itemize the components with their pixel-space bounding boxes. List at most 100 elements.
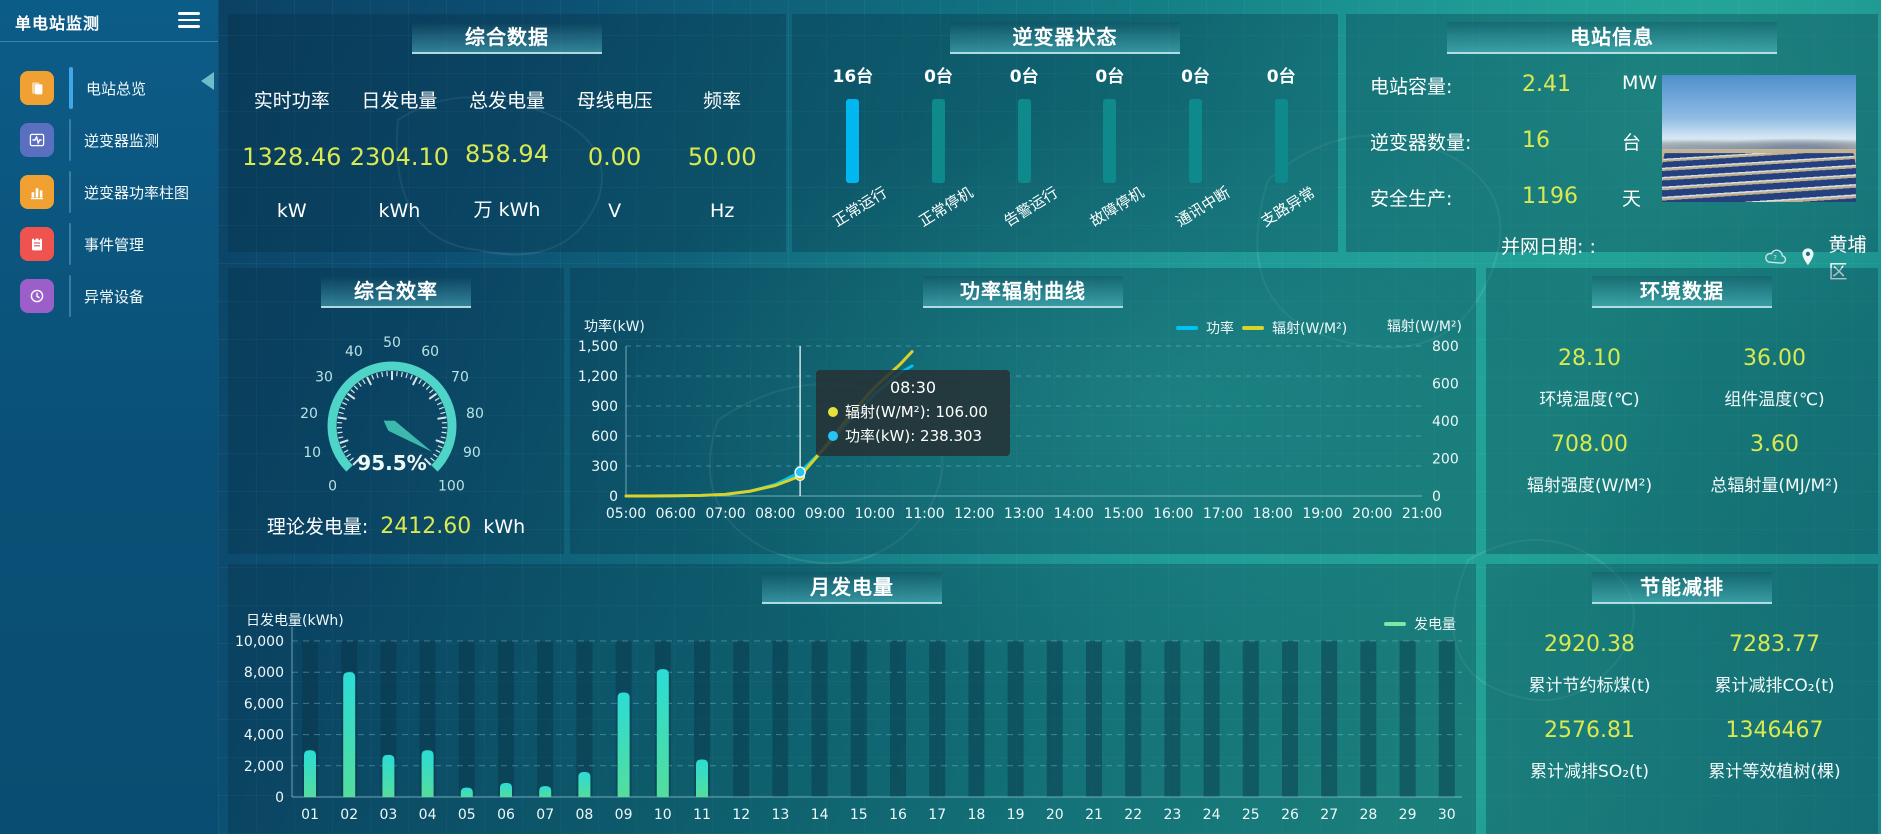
inverter-status-bar	[932, 99, 945, 183]
tooltip-power-text: 功率(kW): 238.303	[845, 427, 983, 445]
right-axis-label: 辐射(W/M²)	[1386, 319, 1462, 335]
menu-item-indicator	[69, 171, 71, 213]
monthly-generation-bar-chart[interactable]: 10,000 8,000 6,000 4,000 2,000 0 01 02 03 04 05 06 0…	[228, 564, 1476, 834]
sidebar-item-label: 电站总览	[86, 79, 147, 98]
svg-text:21: 21	[1085, 807, 1103, 823]
svg-text:07: 07	[536, 807, 554, 823]
collapse-panel-arrow-icon[interactable]	[201, 72, 214, 90]
sidebar-item-label: 异常设备	[84, 287, 145, 306]
inverter-status-bars[interactable]: 16台 正常运行 0台 正常停机 0台 告警运行 0台 故障停机 0台 通讯中断 0台 支路异常	[810, 62, 1324, 252]
svg-text:22: 22	[1124, 807, 1142, 823]
inverter-status-bar	[1017, 99, 1031, 183]
panel-power-radiation: 功率辐射曲线 功率(kW) 辐射(W/M²) 功率 辐射(W/M²) 1,500 1…	[570, 268, 1476, 554]
inverter-status-col[interactable]: 0台 支路异常	[1238, 62, 1324, 252]
panel-title-power-radiation: 功率辐射曲线	[923, 276, 1123, 308]
svg-text:30: 30	[315, 370, 333, 386]
metric-label: 母线电压	[576, 90, 653, 112]
sidebar-item-3[interactable]: 逆变器功率柱图	[0, 166, 218, 218]
svg-text:100: 100	[438, 478, 465, 494]
metric-cell: 708.00 辐射强度(W/M²)	[1500, 420, 1679, 506]
svg-text:900: 900	[591, 399, 618, 415]
station-row-value: 2.41	[1522, 72, 1571, 97]
inverter-status-label: 通讯中断	[1172, 183, 1233, 231]
svg-text:0: 0	[609, 489, 618, 505]
svg-text:15:00: 15:00	[1103, 506, 1143, 522]
sidebar-item-1[interactable]: 电站总览	[0, 62, 218, 114]
panel-inverter-status: 逆变器状态 16台 正常运行 0台 正常停机 0台 告警运行 0台 故障停机 0台 通讯中断 0台支…	[792, 14, 1338, 252]
sidebar-item-4[interactable]: 事件管理	[0, 218, 218, 270]
inverter-status-col[interactable]: 0台 故障停机	[1067, 62, 1153, 252]
inverter-monitor-icon	[20, 123, 54, 157]
svg-text:10: 10	[303, 445, 321, 461]
metric-unit: kW	[276, 200, 307, 222]
metric-label: 累计等效植树(棵)	[1708, 762, 1841, 782]
metric-value: 36.00	[1743, 346, 1806, 371]
inverter-status-bar	[1189, 99, 1203, 183]
sidebar-item-2[interactable]: 逆变器监测	[0, 114, 218, 166]
metric-value: 2304.10	[349, 142, 450, 171]
svg-text:03: 03	[379, 807, 397, 823]
metric-cell: 2576.81 累计减排SO₂(t)	[1500, 706, 1679, 792]
svg-text:14: 14	[811, 807, 829, 823]
svg-text:25: 25	[1242, 807, 1260, 823]
station-row-label: 逆变器数量:	[1370, 132, 1472, 154]
summary-metric: 总发电量 858.94 万 kWh	[453, 72, 561, 238]
metric-label: 日发电量	[361, 90, 438, 112]
sidebar-item-label: 逆变器监测	[84, 131, 160, 150]
monthly-legend[interactable]: 发电量	[1384, 614, 1456, 634]
inverter-status-col[interactable]: 16台 正常运行	[810, 62, 896, 252]
svg-text:200: 200	[1432, 452, 1459, 468]
sidebar-item-label: 事件管理	[84, 235, 145, 254]
grid-date-label: 并网日期: :	[1501, 236, 1596, 258]
panel-energy-saving: 节能减排 2920.38 累计节约标煤(t) 7283.77 累计减排CO₂(t) 25…	[1486, 564, 1878, 834]
inverter-status-col[interactable]: 0台 告警运行	[981, 62, 1067, 252]
metric-value: 0.00	[587, 142, 642, 171]
photo-mountains	[1662, 135, 1856, 149]
sidebar-item-5[interactable]: 异常设备	[0, 270, 218, 322]
metric-label: 组件温度(℃)	[1724, 390, 1825, 410]
svg-text:11: 11	[693, 807, 711, 823]
legend-label: 辐射(W/M²)	[1272, 321, 1348, 337]
svg-text:0: 0	[275, 790, 284, 806]
svg-text:20: 20	[300, 406, 318, 422]
metric-unit: V	[608, 200, 622, 222]
efficiency-gauge-chart[interactable]: 0 10 20 30 40 50 60 70 80 90 100 95.5%	[228, 302, 564, 510]
panel-title-summary: 综合数据	[412, 22, 602, 54]
metric-value: 50.00	[687, 142, 757, 171]
metric-value: 7283.77	[1729, 632, 1820, 657]
overview-icon	[20, 71, 54, 105]
panel-title-monthly: 月发电量	[762, 572, 942, 604]
svg-text:17: 17	[928, 807, 946, 823]
svg-text:13:00: 13:00	[1004, 506, 1044, 522]
metric-label: 实时功率	[253, 90, 330, 112]
inverter-status-label: 故障停机	[1086, 183, 1148, 231]
metric-label: 环境温度(℃)	[1539, 390, 1640, 410]
inverter-status-col[interactable]: 0台 正常停机	[896, 62, 982, 252]
svg-text:18:00: 18:00	[1253, 506, 1293, 522]
theoretical-generation-label: 理论发电量:	[266, 516, 369, 538]
svg-text:2,000: 2,000	[244, 759, 284, 775]
summary-metric: 母线电压 0.00 V	[561, 72, 669, 238]
station-row-label: 安全生产:	[1370, 188, 1453, 210]
menu-toggle-icon[interactable]	[178, 12, 200, 29]
inverter-status-col[interactable]: 0台 通讯中断	[1153, 62, 1239, 252]
svg-text:?: ?	[1773, 254, 1777, 262]
station-row-unit: 台	[1622, 132, 1642, 154]
svg-text:19: 19	[1007, 807, 1025, 823]
svg-text:18: 18	[967, 807, 985, 823]
svg-text:300: 300	[591, 459, 618, 475]
location-pin-icon[interactable]	[1801, 246, 1815, 268]
metric-cell: 3.60 总辐射量(MJ/M²)	[1685, 420, 1864, 506]
weather-cloud-icon[interactable]: ?	[1764, 247, 1787, 267]
panel-title-inverter-status: 逆变器状态	[950, 22, 1180, 54]
theoretical-generation-unit: kWh	[483, 516, 526, 538]
app-title: 单电站监测	[15, 14, 101, 33]
power-chart-legend[interactable]: 功率 辐射(W/M²)	[1176, 318, 1347, 338]
metric-label: 频率	[703, 90, 742, 112]
inverter-status-label: 正常停机	[915, 183, 976, 231]
menu-item-indicator	[69, 67, 73, 109]
metric-value: 1346467	[1725, 718, 1824, 743]
station-row-unit: 天	[1622, 188, 1642, 210]
inverter-status-bar	[1274, 99, 1288, 183]
